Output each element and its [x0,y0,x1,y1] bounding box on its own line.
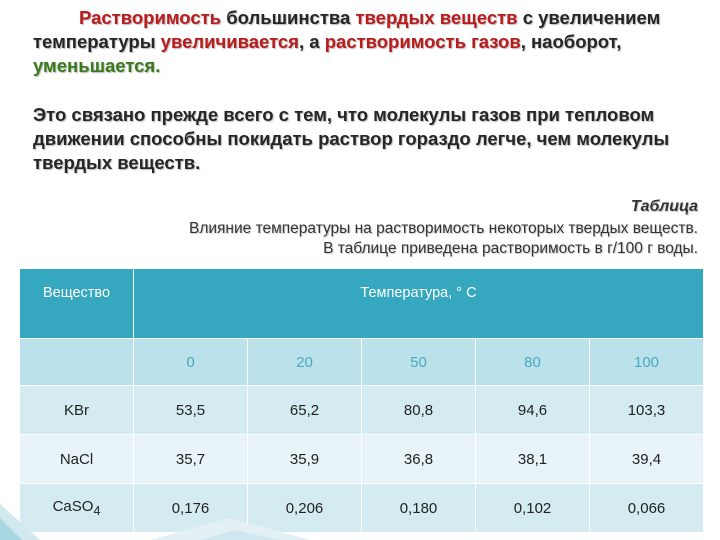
value-cell: 0,102 [475,483,590,533]
value-cell: 0,180 [361,483,476,533]
value-cell: 0,066 [589,483,704,533]
intro-span: увеличивается [160,31,299,52]
solubility-table: Вещество Температура, ° С 0 20 50 80 100… [19,268,704,533]
table-header-row: Вещество Температура, ° С [19,268,704,339]
temperature-cell: 80 [475,338,590,386]
temperature-cell: 20 [247,338,362,386]
intro-span: Растворимость [79,7,222,28]
intro-paragraph-solubility: Растворимость большинства твердых вещест… [33,6,713,78]
temperature-cell: 100 [589,338,704,386]
intro-span: растворимость газов [324,31,521,52]
header-temperature: Температура, ° С [133,268,704,339]
formula-subscript: 4 [93,504,101,518]
value-cell: 38,1 [475,434,590,484]
intro-span: большинства [221,7,356,28]
substance-cell: CaSO4 [19,483,134,533]
table-caption-line: Влияние температуры на растворимость нек… [189,220,698,237]
value-cell: 0,206 [247,483,362,533]
temperature-cell: 0 [133,338,248,386]
substance-formula: CaSO [52,498,94,515]
value-cell: 53,5 [133,385,248,435]
intro-span: уменьшается. [33,55,161,76]
value-cell: 35,7 [133,434,248,484]
table-temperature-row: 0 20 50 80 100 [19,338,704,386]
value-cell: 80,8 [361,385,476,435]
decorative-corner-stripes [0,504,310,540]
value-cell: 36,8 [361,434,476,484]
substance-cell: KBr [19,385,134,435]
intro-paragraph-gas-molecules: Это связано прежде всего с тем, что моле… [33,104,670,173]
header-empty-cell [19,338,134,386]
intro-span: , наоборот, [520,31,622,52]
value-cell: 94,6 [475,385,590,435]
table-row: CaSO4 0,176 0,206 0,180 0,102 0,066 [19,483,704,533]
value-cell: 103,3 [589,385,704,435]
value-cell: 35,9 [247,434,362,484]
table-row: NaCl 35,7 35,9 36,8 38,1 39,4 [19,434,704,484]
substance-cell: NaCl [19,434,134,484]
intro-span: с увеличением температуры [33,7,661,52]
value-cell: 39,4 [589,434,704,484]
intro-span: , а [298,31,325,52]
table-row: KBr 53,5 65,2 80,8 94,6 103,3 [19,385,704,435]
table-caption-title: Таблица [630,198,698,215]
temperature-cell: 50 [361,338,476,386]
table-caption-line: В таблице приведена растворимость в г/10… [323,240,698,257]
value-cell: 65,2 [247,385,362,435]
header-substance: Вещество [19,268,134,339]
intro-span: твердых веществ [355,7,518,28]
